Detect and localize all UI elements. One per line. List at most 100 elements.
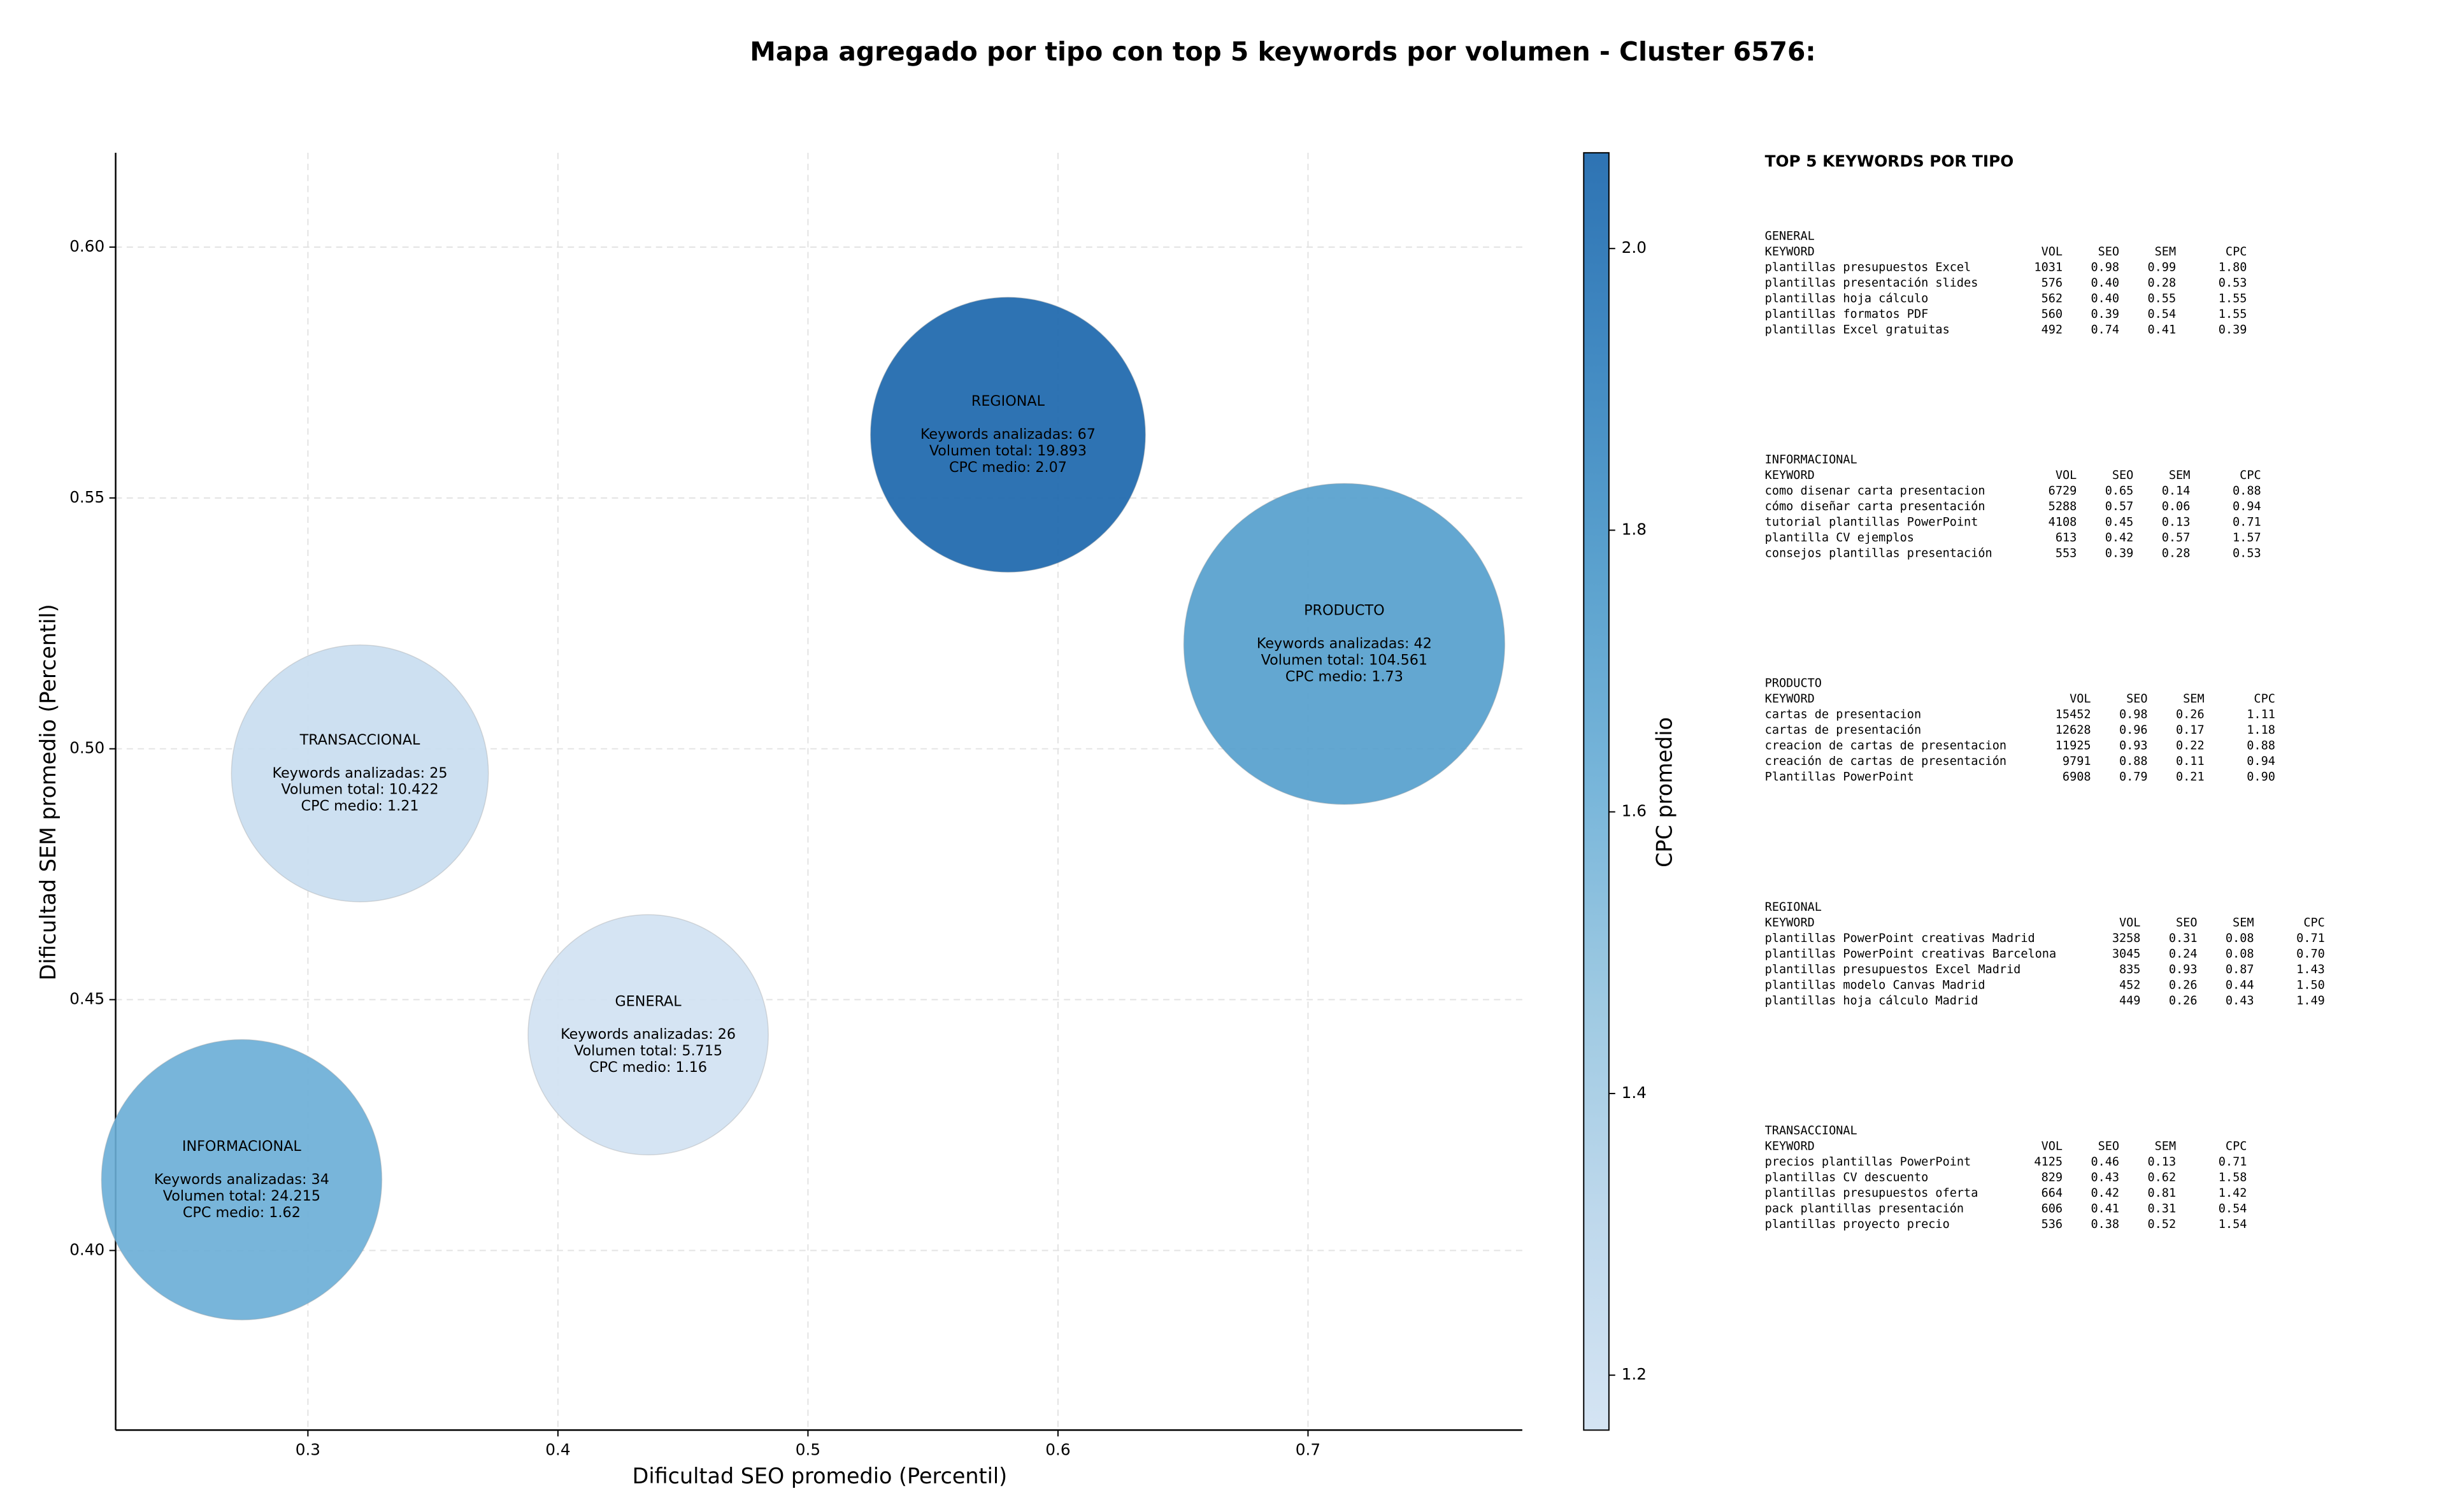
- table-cell: 12628: [2056, 724, 2091, 737]
- table-cell: 0.98: [2091, 260, 2119, 274]
- table-cell: 1.49: [2296, 994, 2325, 1008]
- table-cell: 1.18: [2247, 724, 2275, 737]
- table-cell: 0.71: [2219, 1155, 2247, 1169]
- table-cell: plantillas presupuestos Excel Madrid: [1765, 963, 2021, 976]
- table-header: SEM: [2155, 245, 2176, 259]
- bubble-annotation: Keywords analizadas: 42: [1257, 636, 1432, 652]
- table-cell: 0.14: [2162, 485, 2191, 498]
- table-cell: plantillas Excel gratuitas: [1765, 323, 1950, 336]
- table-cell: consejos plantillas presentación: [1765, 546, 1992, 560]
- section-name: PRODUCTO: [1765, 677, 1822, 690]
- table-cell: plantillas formatos PDF: [1765, 308, 1929, 321]
- table-cell: plantilla CV ejemplos: [1765, 531, 1914, 545]
- table-header: CPC: [2303, 916, 2324, 929]
- bubble: [527, 914, 769, 1156]
- table-cell: 0.81: [2147, 1187, 2176, 1200]
- table-cell: 0.24: [2169, 947, 2198, 960]
- table-cell: 0.98: [2119, 708, 2148, 722]
- table-cell: 562: [2042, 292, 2063, 305]
- table-cell: 0.52: [2147, 1218, 2176, 1231]
- bubble-label: REGIONAL: [971, 393, 1045, 410]
- table-cell: 0.45: [2105, 516, 2134, 529]
- table-cell: 452: [2119, 978, 2140, 992]
- table-cell: 5288: [2049, 500, 2077, 513]
- section-name: INFORMACIONAL: [1765, 453, 1857, 467]
- section-name: GENERAL: [1765, 229, 1815, 243]
- table-cell: 0.41: [2147, 323, 2176, 336]
- table-cell: 829: [2042, 1171, 2063, 1184]
- table-cell: 0.46: [2091, 1155, 2119, 1169]
- table-cell: 0.94: [2233, 500, 2261, 513]
- bubble-annotation: CPC medio: 1.62: [183, 1204, 301, 1221]
- table-cell: 1.43: [2296, 963, 2325, 976]
- chart-title: Mapa agregado por tipo con top 5 keyword…: [750, 36, 1815, 67]
- table-header: CPC: [2226, 245, 2247, 259]
- table-header: SEO: [2098, 245, 2119, 259]
- table-cell: 449: [2119, 994, 2140, 1008]
- table-cell: 0.42: [2105, 531, 2134, 545]
- table-cell: 0.11: [2176, 755, 2205, 768]
- table-cell: 492: [2042, 323, 2063, 336]
- table-cell: 0.88: [2233, 485, 2261, 498]
- table-cell: 0.40: [2091, 276, 2119, 290]
- table-cell: 576: [2042, 276, 2063, 290]
- bubble-annotation: CPC medio: 1.73: [1285, 668, 1403, 685]
- table-cell: 1.57: [2233, 531, 2261, 545]
- table-cell: 0.93: [2169, 963, 2198, 976]
- table-header: SEO: [2176, 916, 2197, 929]
- table-cell: 0.99: [2147, 260, 2176, 274]
- table-header: VOL: [2042, 1140, 2063, 1153]
- table-cell: 0.53: [2233, 546, 2261, 560]
- table-header: SEM: [2183, 692, 2204, 706]
- table-cell: 3258: [2112, 932, 2141, 945]
- table-cell: 1.58: [2219, 1171, 2247, 1184]
- table-header: CPC: [2254, 692, 2275, 706]
- table-cell: 0.13: [2162, 516, 2191, 529]
- bubble-annotation: Volumen total: 10.422: [281, 781, 438, 798]
- bubble: [231, 644, 489, 902]
- table-header: KEYWORD: [1765, 245, 1815, 259]
- table-cell: 0.87: [2226, 963, 2254, 976]
- bubble-label: PRODUCTO: [1304, 603, 1384, 619]
- table-header: VOL: [2042, 245, 2063, 259]
- table-cell: cómo diseñar carta presentación: [1765, 500, 1985, 513]
- table-cell: 606: [2042, 1202, 2063, 1215]
- bubble-label: TRANSACCIONAL: [299, 732, 420, 748]
- table-cell: 560: [2042, 308, 2063, 321]
- table-header: SEM: [2155, 1140, 2176, 1153]
- table-cell: 1.50: [2296, 978, 2325, 992]
- section-name: REGIONAL: [1765, 901, 1822, 914]
- colorbar-tick-label: 1.6: [1622, 802, 1647, 820]
- table-cell: plantillas hoja cálculo Madrid: [1765, 994, 1978, 1008]
- table-header: KEYWORD: [1765, 469, 1815, 482]
- table-cell: 6729: [2049, 485, 2077, 498]
- bubble: [101, 1039, 383, 1321]
- table-cell: creación de cartas de presentación: [1765, 755, 2006, 768]
- x-tick-label: 0.5: [796, 1441, 820, 1459]
- table-cell: plantillas presupuestos Excel: [1765, 260, 1971, 274]
- x-tick-label: 0.3: [296, 1441, 320, 1459]
- table-cell: 0.41: [2091, 1202, 2119, 1215]
- y-tick-label: 0.55: [69, 488, 104, 506]
- x-tick-label: 0.6: [1045, 1441, 1070, 1459]
- y-tick-label: 0.60: [69, 237, 104, 255]
- table-cell: plantillas modelo Canvas Madrid: [1765, 978, 1985, 992]
- table-cell: plantillas CV descuento: [1765, 1171, 1929, 1184]
- table-cell: 4125: [2034, 1155, 2063, 1169]
- table-cell: 0.54: [2219, 1202, 2247, 1215]
- table-header: KEYWORD: [1765, 692, 1815, 706]
- colorbar-tick-label: 1.2: [1622, 1365, 1647, 1383]
- table-cell: 0.94: [2247, 755, 2275, 768]
- table-cell: creacion de cartas de presentacion: [1765, 739, 2006, 753]
- bubble-annotation: CPC medio: 1.16: [589, 1059, 707, 1076]
- y-tick-label: 0.40: [69, 1240, 104, 1259]
- table-cell: 0.28: [2162, 546, 2191, 560]
- bubble-annotation: Volumen total: 19.893: [929, 443, 1087, 459]
- table-cell: 0.26: [2169, 994, 2198, 1008]
- table-cell: 0.43: [2226, 994, 2254, 1008]
- table-cell: 0.13: [2147, 1155, 2176, 1169]
- table-cell: 0.42: [2091, 1187, 2119, 1200]
- table-cell: 1.42: [2219, 1187, 2247, 1200]
